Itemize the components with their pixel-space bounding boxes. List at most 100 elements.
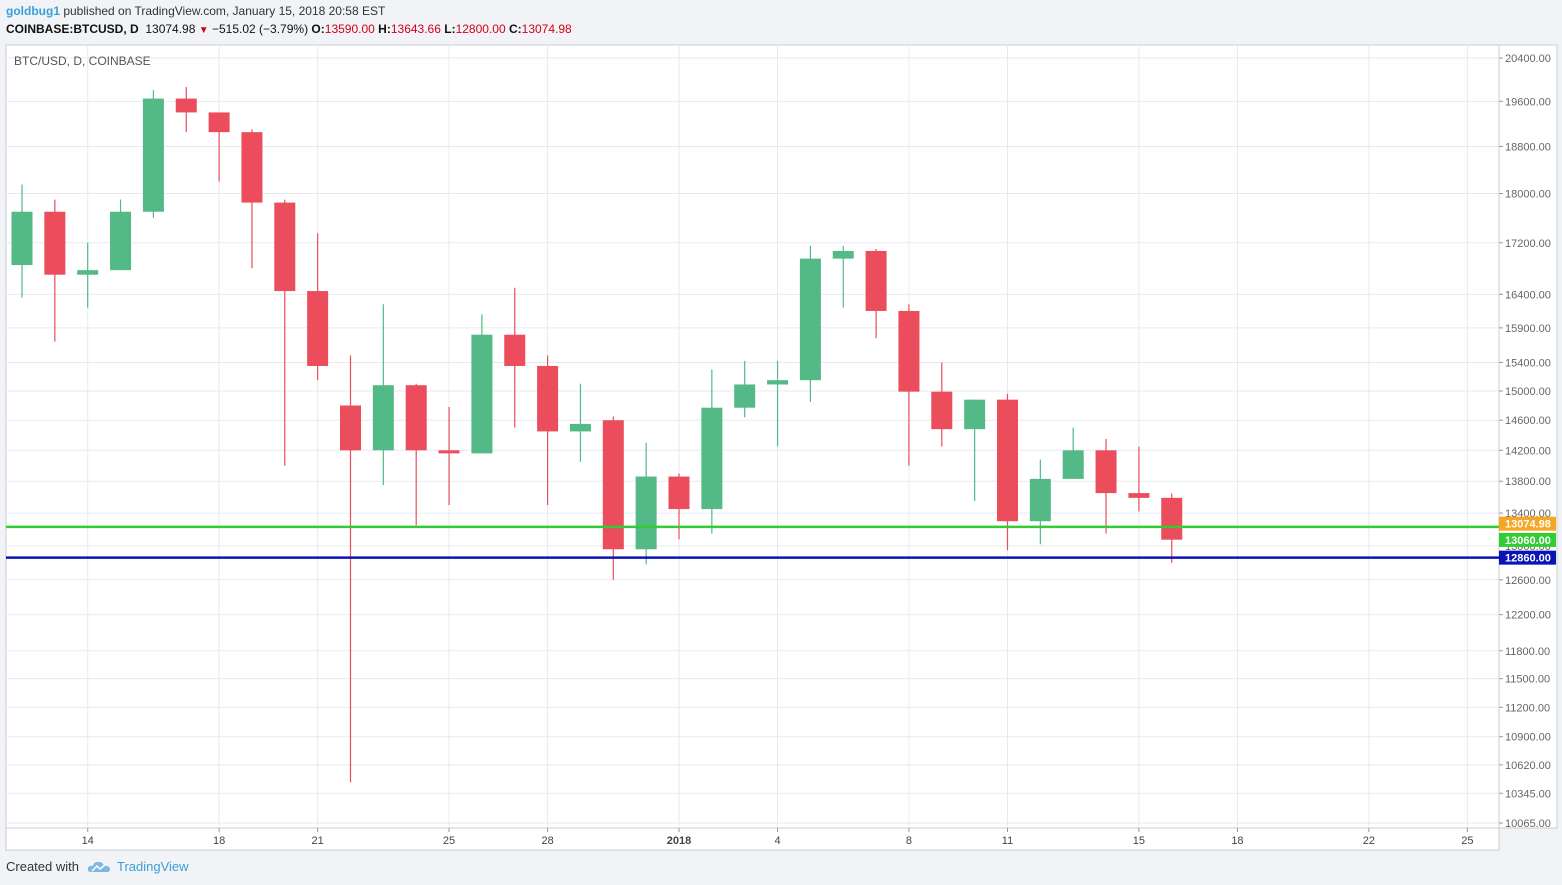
time-tick-label: 18 bbox=[1231, 835, 1243, 847]
green-line-price-tag: 13060.00 bbox=[1505, 535, 1551, 547]
candle[interactable] bbox=[668, 473, 690, 540]
candle[interactable] bbox=[11, 184, 33, 298]
time-tick-label: 11 bbox=[1002, 835, 1013, 847]
open-value: 13590.00 bbox=[324, 22, 375, 36]
candle[interactable] bbox=[997, 393, 1018, 551]
blue-line-price-tag: 12860.00 bbox=[1505, 553, 1551, 565]
price-tick-label: 10065.00 bbox=[1505, 818, 1551, 830]
candle[interactable] bbox=[372, 304, 394, 486]
time-tick-label: 8 bbox=[906, 835, 912, 847]
candle[interactable] bbox=[438, 406, 460, 506]
candle[interactable] bbox=[602, 416, 624, 580]
time-tick-label: 18 bbox=[213, 835, 225, 847]
price-change: −515.02 (−3.79%) bbox=[212, 22, 309, 36]
candle[interactable] bbox=[635, 442, 657, 565]
candle-body bbox=[142, 98, 164, 212]
price-tick-label: 10900.00 bbox=[1505, 732, 1551, 744]
candle[interactable] bbox=[241, 129, 263, 269]
candle[interactable] bbox=[44, 199, 66, 342]
candle[interactable] bbox=[471, 314, 493, 454]
candle-body bbox=[931, 391, 953, 430]
candle[interactable] bbox=[734, 361, 756, 418]
price-tick-label: 11200.00 bbox=[1505, 702, 1550, 714]
publish-info: goldbug1 published on TradingView.com, J… bbox=[6, 4, 385, 18]
time-tick-label: 28 bbox=[541, 835, 553, 847]
candle[interactable] bbox=[1029, 459, 1051, 545]
candle[interactable] bbox=[340, 355, 361, 783]
candle[interactable] bbox=[537, 355, 559, 506]
down-arrow-icon: ▼ bbox=[198, 25, 209, 36]
candle[interactable] bbox=[569, 383, 591, 462]
candle-body bbox=[1029, 478, 1051, 522]
candle[interactable] bbox=[832, 245, 854, 308]
chart-title: BTC/USD, D, COINBASE bbox=[14, 54, 151, 68]
low-value: 12800.00 bbox=[455, 22, 506, 36]
time-tick-label: 25 bbox=[1461, 835, 1473, 847]
candle[interactable] bbox=[405, 383, 427, 526]
price-tick-label: 12600.00 bbox=[1505, 575, 1551, 587]
candle[interactable] bbox=[175, 87, 197, 133]
candle-body bbox=[110, 211, 132, 271]
candle[interactable] bbox=[208, 112, 230, 182]
candle-body bbox=[635, 476, 657, 550]
price-tick-label: 13800.00 bbox=[1505, 476, 1551, 488]
candle[interactable] bbox=[701, 369, 723, 534]
candle[interactable] bbox=[799, 245, 821, 402]
grid-lines bbox=[6, 45, 1499, 828]
candle[interactable] bbox=[898, 304, 920, 466]
price-tick-label: 18800.00 bbox=[1505, 141, 1551, 153]
price-tick-label: 19600.00 bbox=[1505, 96, 1551, 108]
high-label: H: bbox=[378, 22, 391, 36]
author-link[interactable]: goldbug1 bbox=[6, 4, 60, 18]
tradingview-link[interactable]: TradingView bbox=[116, 859, 189, 874]
price-tick-label: 10345.00 bbox=[1505, 788, 1551, 800]
candle[interactable] bbox=[504, 287, 526, 428]
close-value: 13074.98 bbox=[521, 22, 572, 36]
candle-body bbox=[438, 450, 460, 454]
high-value: 13643.66 bbox=[390, 22, 441, 36]
time-tick-label: 25 bbox=[443, 835, 455, 847]
plot-background bbox=[5, 44, 1500, 829]
candle-body bbox=[471, 334, 493, 454]
candle[interactable] bbox=[142, 90, 164, 218]
price-axis[interactable]: 20400.00 19600.00 18800.00 18000.00 17200.00… bbox=[1499, 53, 1556, 830]
candle-body bbox=[537, 365, 559, 432]
price-tick-label: 17200.00 bbox=[1505, 238, 1551, 250]
time-tick-label: 15 bbox=[1133, 835, 1145, 847]
published-text: published on TradingView.com, January 15… bbox=[60, 4, 386, 18]
candle-body bbox=[767, 380, 789, 385]
candle[interactable] bbox=[274, 199, 296, 466]
price-tick-label: 14600.00 bbox=[1505, 415, 1551, 427]
candle-body bbox=[602, 420, 624, 550]
candle[interactable] bbox=[865, 249, 887, 339]
candle[interactable] bbox=[1095, 438, 1117, 534]
open-label: O: bbox=[311, 22, 325, 36]
candle-body bbox=[734, 384, 756, 408]
candle[interactable] bbox=[1062, 427, 1084, 479]
candle-body bbox=[208, 112, 230, 133]
time-tick-label: 2018 bbox=[667, 835, 691, 847]
candle[interactable] bbox=[964, 399, 986, 502]
created-with-text: Created with bbox=[6, 859, 79, 874]
candle[interactable] bbox=[77, 242, 99, 308]
time-tick-label: 21 bbox=[312, 835, 324, 847]
time-tick-label: 4 bbox=[774, 835, 780, 847]
last-price: 13074.98 bbox=[145, 22, 196, 36]
candle-body bbox=[1062, 450, 1084, 479]
candle-body bbox=[372, 385, 394, 451]
candle[interactable] bbox=[307, 233, 329, 381]
price-axis-background bbox=[1498, 44, 1558, 829]
price-tick-label: 15000.00 bbox=[1505, 386, 1551, 398]
close-label: C: bbox=[508, 22, 522, 36]
candle-body bbox=[997, 399, 1018, 522]
candle[interactable] bbox=[767, 361, 789, 447]
candle[interactable] bbox=[1128, 446, 1150, 512]
time-axis-background bbox=[5, 827, 1500, 851]
symbol-name: COINBASE:BTCUSD, D bbox=[6, 22, 139, 36]
candle-body bbox=[832, 250, 854, 259]
candle[interactable] bbox=[110, 199, 132, 271]
candle[interactable] bbox=[931, 362, 953, 447]
horizontal-lines-group[interactable] bbox=[6, 525, 1499, 559]
time-axis[interactable]: 14 18 21 25 28 2018 4 8 11 15 18 22 25 bbox=[82, 828, 1474, 847]
